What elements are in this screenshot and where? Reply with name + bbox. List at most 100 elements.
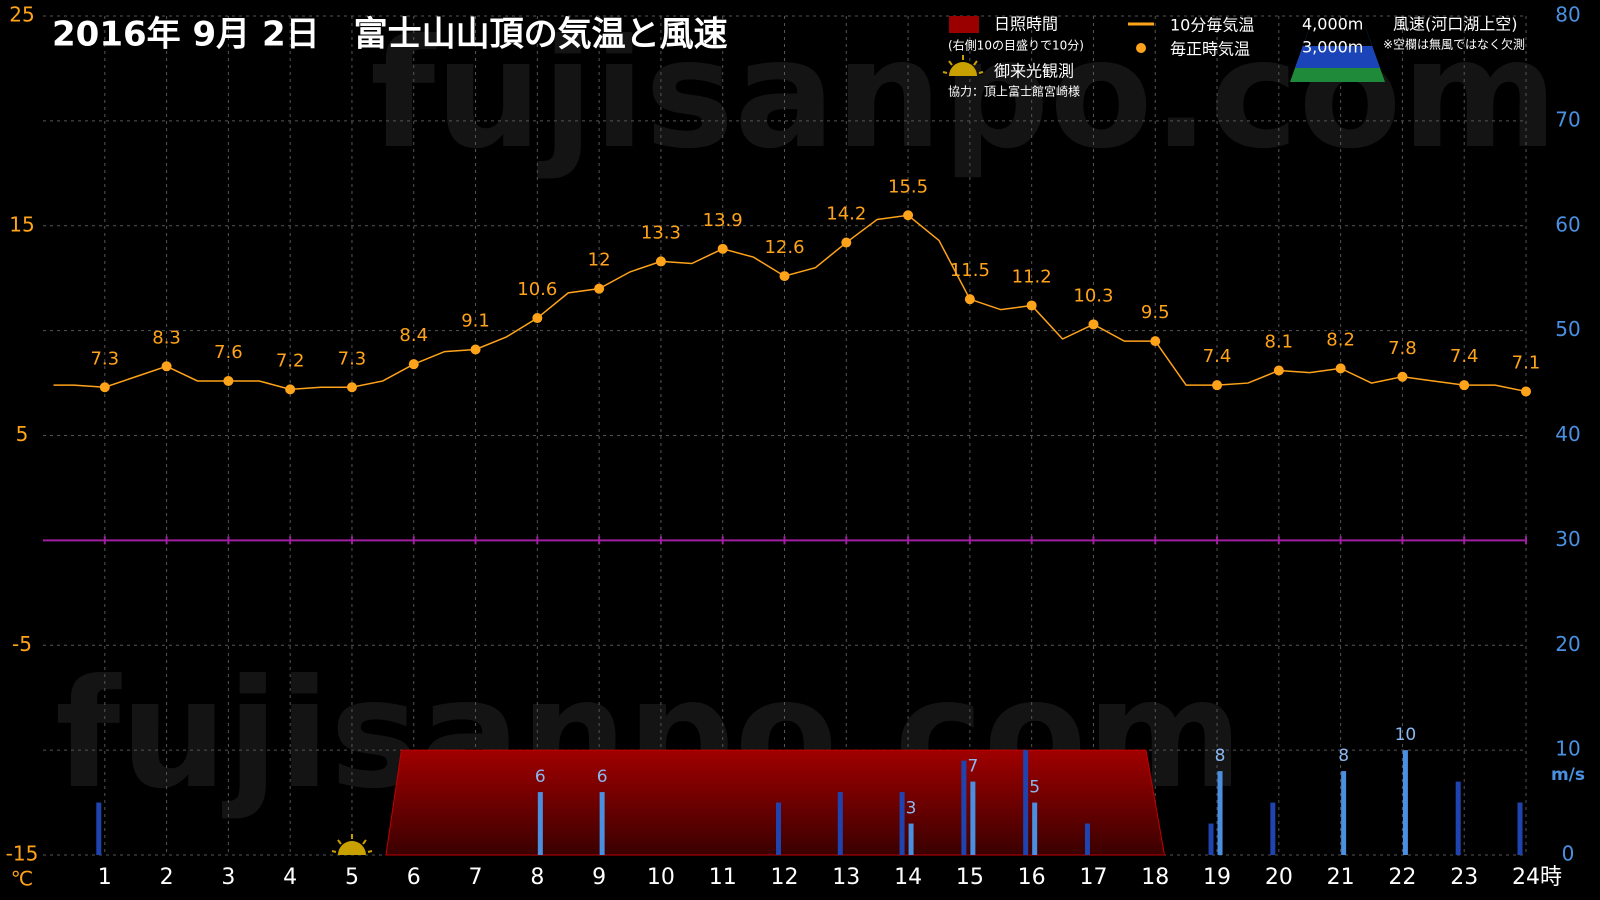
data-label: 6 xyxy=(535,767,546,787)
wind-bar xyxy=(1217,771,1223,855)
legend-label: 10分毎気温 xyxy=(1170,16,1254,35)
y2-tick-label: 80 xyxy=(1555,3,1580,27)
data-label: 6 xyxy=(597,767,608,787)
data-label: 9.1 xyxy=(461,311,490,332)
data-label: 8.4 xyxy=(399,325,428,346)
data-label: 10.3 xyxy=(1073,285,1113,306)
x-axis-label: 時 xyxy=(1540,865,1562,890)
sun-ray xyxy=(331,850,337,853)
x-tick-label: 1 xyxy=(98,865,112,890)
data-label: 8 xyxy=(1215,746,1226,766)
temperature-point xyxy=(1273,365,1284,376)
data-label: 7.8 xyxy=(1388,338,1417,359)
x-tick-label: 6 xyxy=(407,865,421,890)
x-tick-label: 16 xyxy=(1018,865,1046,890)
x-tick-label: 13 xyxy=(832,865,860,890)
wind-bar xyxy=(1270,802,1276,855)
temperature-point xyxy=(99,382,110,393)
wind-bar xyxy=(899,792,905,855)
legend-note: ※空欄は無風ではなく欠測 xyxy=(1383,37,1525,52)
x-tick-label: 15 xyxy=(956,865,984,890)
data-label: 7 xyxy=(967,757,978,777)
x-tick-label: 2 xyxy=(160,865,174,890)
data-label: 13.9 xyxy=(703,210,743,231)
legend-label: 4,000m xyxy=(1302,15,1363,34)
wind-bar xyxy=(1084,823,1090,855)
wind-bar xyxy=(776,802,781,855)
x-tick-label: 22 xyxy=(1388,865,1416,890)
x-tick-label: 3 xyxy=(221,865,235,890)
x-tick-label: 19 xyxy=(1203,865,1231,890)
y2-axis-label: m/s xyxy=(1551,765,1585,785)
y-tick-label: 5 xyxy=(16,422,29,446)
y2-tick-label: 40 xyxy=(1555,422,1580,446)
data-label: 8.3 xyxy=(152,327,181,348)
temperature-point xyxy=(594,283,605,294)
y-tick-label: -5 xyxy=(12,632,32,656)
temperature-point xyxy=(1026,300,1037,311)
y2-tick-label: 60 xyxy=(1555,212,1580,236)
data-label: 12 xyxy=(588,250,611,271)
y-tick-label: 15 xyxy=(9,212,34,236)
temperature-point xyxy=(408,359,419,370)
temperature-point xyxy=(161,361,172,372)
data-label: 7.3 xyxy=(338,348,367,369)
sunrise-marker xyxy=(331,834,373,855)
x-tick-label: 20 xyxy=(1265,865,1293,890)
legend-label: 3,000m xyxy=(1302,38,1363,57)
data-label: 7.4 xyxy=(1203,346,1232,367)
legend-label: 毎正時気温 xyxy=(1170,40,1250,59)
x-tick-label: 24 xyxy=(1512,865,1540,890)
data-label: 7.4 xyxy=(1450,346,1479,367)
data-label: 7.2 xyxy=(276,350,305,371)
data-label: 10.6 xyxy=(517,279,557,300)
legend-swatch xyxy=(949,16,979,33)
temperature-point xyxy=(1335,363,1346,374)
data-label: 11.2 xyxy=(1012,266,1052,287)
x-tick-label: 18 xyxy=(1141,865,1169,890)
y2-tick-label: 10 xyxy=(1555,737,1580,761)
data-label: 8.1 xyxy=(1265,331,1294,352)
legend-label: 日照時間 xyxy=(994,15,1058,34)
x-tick-label: 8 xyxy=(530,865,544,890)
sun-shape xyxy=(337,841,366,855)
data-label: 8.2 xyxy=(1326,329,1355,350)
x-tick-label: 21 xyxy=(1327,865,1355,890)
data-label: 7.6 xyxy=(214,342,243,363)
data-label: 15.5 xyxy=(888,176,928,197)
temperature-point xyxy=(223,375,234,386)
data-label: 7.3 xyxy=(90,348,119,369)
temperature-point xyxy=(717,243,728,254)
wind-bar xyxy=(1402,750,1408,855)
wind-bar xyxy=(961,760,967,855)
temperature-point xyxy=(346,382,357,393)
data-label: 14.2 xyxy=(826,204,866,225)
temperature-point xyxy=(1150,336,1161,347)
legend-note: (右側10の目盛りで10分) xyxy=(948,38,1084,53)
data-label: 5 xyxy=(1029,778,1040,798)
y-tick-label: -15 xyxy=(6,842,39,866)
data-label: 7.1 xyxy=(1512,352,1541,373)
wind-bar xyxy=(908,823,914,855)
wind-bar xyxy=(96,802,102,855)
temperature-point xyxy=(470,344,481,355)
data-label: 10 xyxy=(1395,725,1417,745)
y2-tick-label: 20 xyxy=(1555,632,1580,656)
legend-swatch xyxy=(1136,43,1146,53)
temperature-point xyxy=(1397,371,1408,382)
data-label: 3 xyxy=(906,799,917,819)
legend-label: 御来光観測 xyxy=(994,62,1074,81)
data-label: 11.5 xyxy=(950,260,990,281)
y2-tick-label: 30 xyxy=(1555,527,1580,551)
temperature-point xyxy=(1521,386,1531,397)
wind-bar xyxy=(1023,750,1029,855)
sun-ray xyxy=(362,839,367,845)
x-tick-label: 12 xyxy=(771,865,799,890)
temperature-point xyxy=(964,294,975,305)
temperature-point xyxy=(779,271,790,282)
data-label: 13.3 xyxy=(641,222,681,243)
temperature-point xyxy=(1088,319,1099,330)
temperature-point xyxy=(841,237,852,248)
